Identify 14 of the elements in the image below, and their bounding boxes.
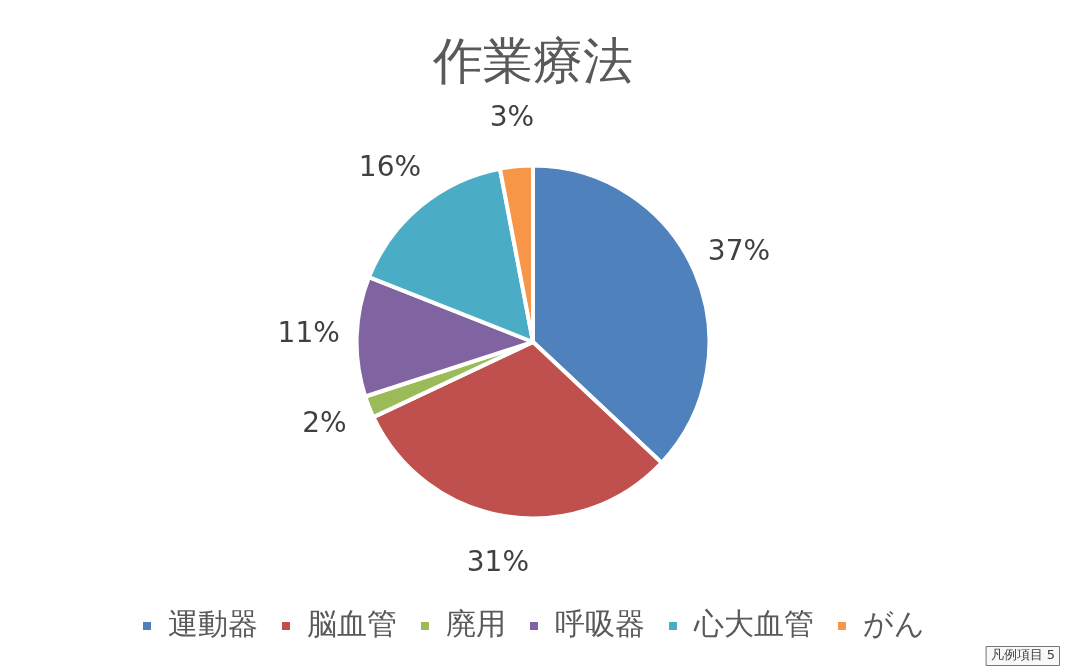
chart-title: 作業療法: [432, 31, 633, 90]
data-label: 11%: [277, 316, 340, 350]
data-label: 31%: [466, 544, 530, 578]
legend-label: がん: [863, 605, 925, 641]
legend-label: 廃用: [446, 605, 506, 641]
data-label: 2%: [302, 405, 347, 439]
text: 凡例項目 5: [990, 647, 1055, 663]
legend-label: 呼吸器: [555, 605, 645, 641]
data-label: 16%: [358, 150, 422, 184]
legend-label: 脳血管: [307, 605, 397, 641]
data-label: 37%: [707, 234, 771, 268]
data-label: 3%: [489, 99, 535, 133]
legend-label: 心大血管: [693, 605, 814, 641]
legend-label: 運動器: [168, 605, 258, 641]
